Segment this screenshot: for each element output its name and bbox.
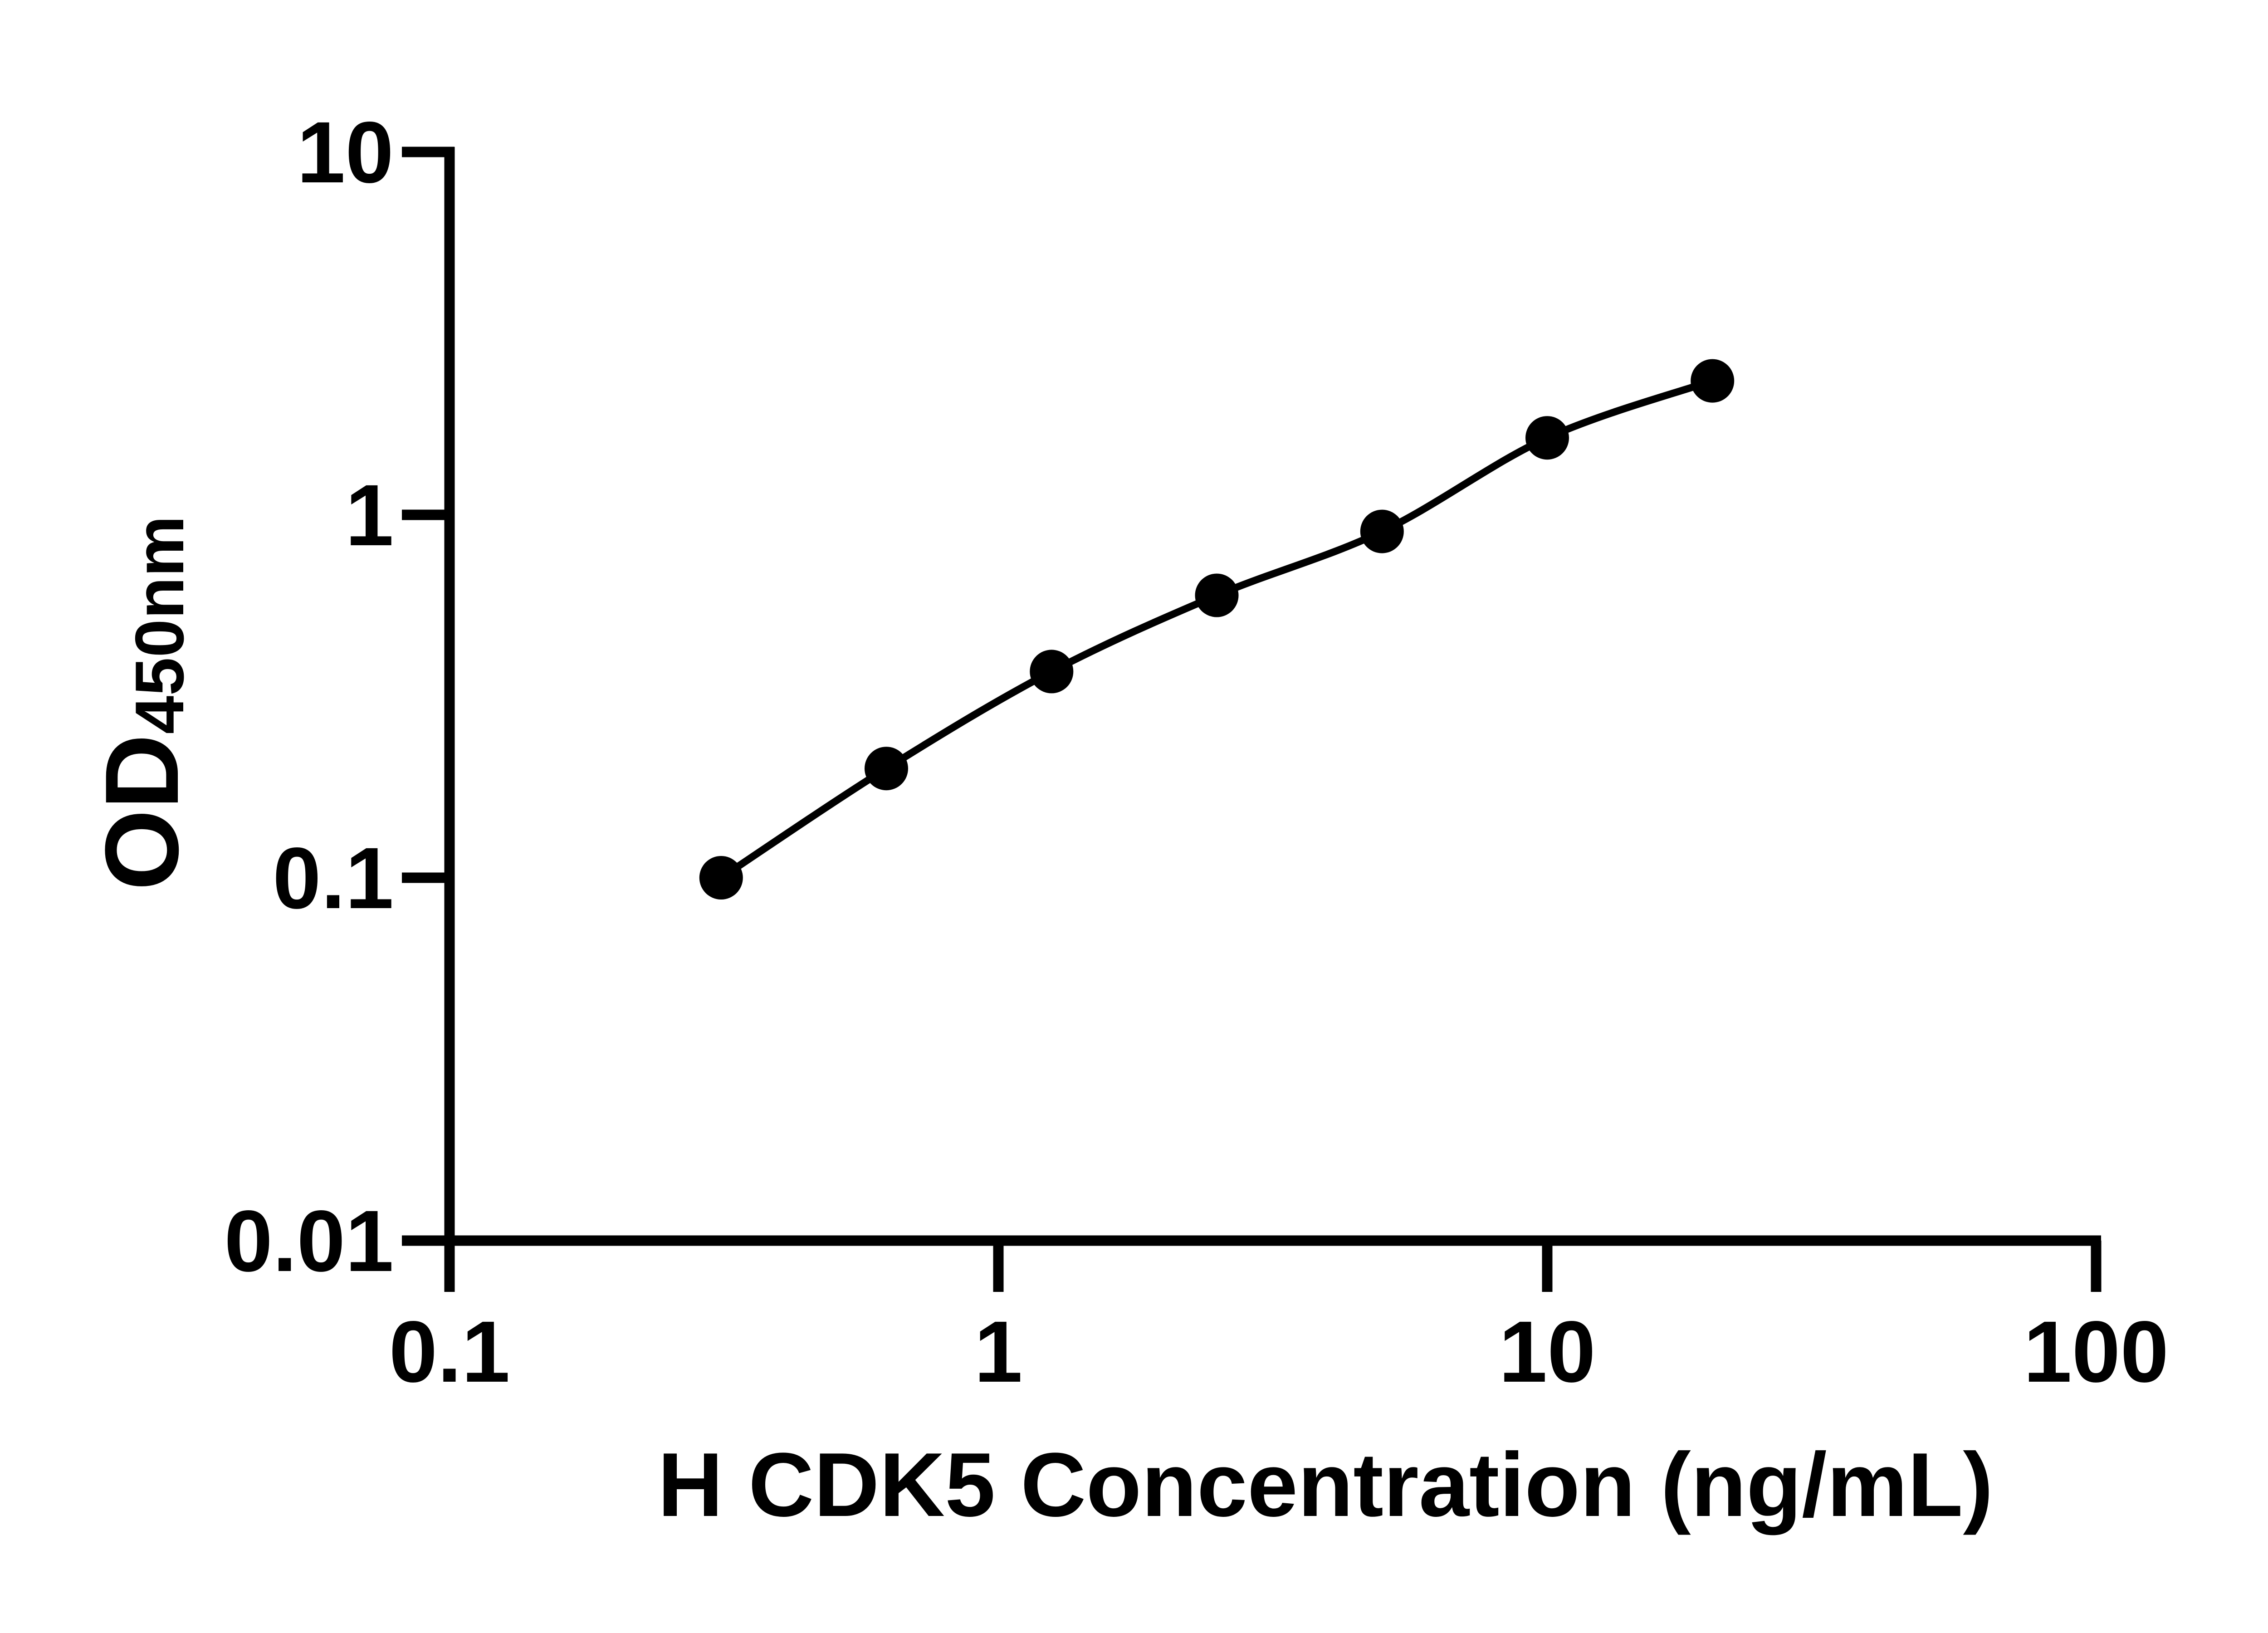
data-point-marker xyxy=(699,856,743,900)
data-point-marker xyxy=(1360,509,1404,553)
y-tick-label: 0.01 xyxy=(224,1192,394,1290)
y-tick-label: 1 xyxy=(345,466,394,564)
x-axis-ticks xyxy=(444,1241,2102,1292)
data-point-marker xyxy=(1195,573,1239,617)
x-axis-tick-labels: 0.1 1 10 100 xyxy=(389,1303,2169,1400)
x-tick-label: 100 xyxy=(2024,1303,2169,1400)
y-tick-label: 0.1 xyxy=(273,829,394,927)
y-axis-title-main: OD xyxy=(83,734,200,890)
y-axis-title-subscript: 450nm xyxy=(121,516,198,734)
y-axis-tick-labels: 10 1 0.1 0.01 xyxy=(224,103,394,1290)
data-point-marker xyxy=(1030,650,1074,694)
y-axis-title: OD450nm xyxy=(83,516,200,891)
data-point-marker xyxy=(1525,416,1569,460)
y-tick-label: 10 xyxy=(297,103,394,201)
fit-curve xyxy=(717,377,1716,881)
x-tick-label: 1 xyxy=(974,1303,1023,1400)
axes: 0.1 1 10 100 10 1 0.1 0.01 xyxy=(224,103,2169,1400)
x-tick-label: 0.1 xyxy=(389,1303,510,1400)
x-tick-label: 10 xyxy=(1499,1303,1596,1400)
x-axis-title: H CDK5 Concentration (ng/mL) xyxy=(658,1434,1993,1535)
data-point-marker xyxy=(865,747,908,791)
y-axis-ticks xyxy=(402,147,455,1246)
data-point-marker xyxy=(1691,359,1735,403)
data-series xyxy=(699,359,1735,900)
